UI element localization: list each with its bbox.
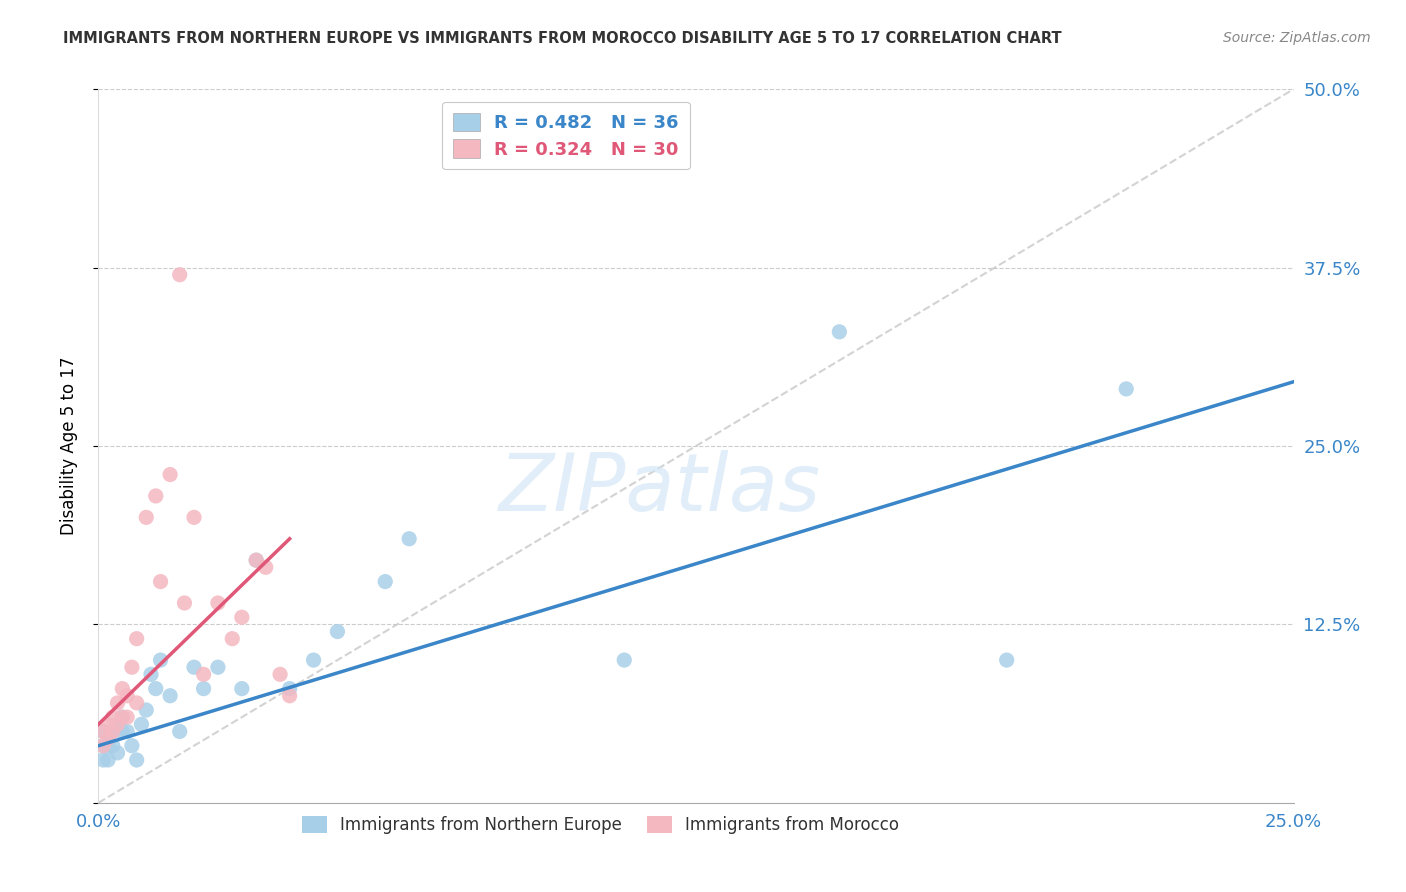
- Point: [149, 653, 172, 667]
- Point: [97, 717, 120, 731]
- Text: Source: ZipAtlas.com: Source: ZipAtlas.com: [1223, 31, 1371, 45]
- Point: [374, 574, 396, 589]
- Point: [995, 653, 1018, 667]
- Point: [107, 717, 129, 731]
- Point: [139, 667, 162, 681]
- Point: [107, 696, 129, 710]
- Point: [193, 681, 215, 696]
- Point: [302, 653, 325, 667]
- Point: [231, 610, 253, 624]
- Point: [326, 624, 349, 639]
- Point: [231, 681, 253, 696]
- Point: [125, 753, 148, 767]
- Point: [149, 574, 172, 589]
- Point: [613, 653, 636, 667]
- Point: [91, 753, 114, 767]
- Point: [121, 739, 143, 753]
- Legend: Immigrants from Northern Europe, Immigrants from Morocco: Immigrants from Northern Europe, Immigra…: [295, 809, 905, 841]
- Point: [101, 710, 124, 724]
- Point: [97, 753, 120, 767]
- Text: IMMIGRANTS FROM NORTHERN EUROPE VS IMMIGRANTS FROM MOROCCO DISABILITY AGE 5 TO 1: IMMIGRANTS FROM NORTHERN EUROPE VS IMMIG…: [63, 31, 1062, 46]
- Point: [107, 746, 129, 760]
- Point: [111, 710, 134, 724]
- Point: [101, 724, 124, 739]
- Point: [91, 739, 114, 753]
- Point: [91, 724, 114, 739]
- Point: [278, 681, 301, 696]
- Point: [183, 660, 205, 674]
- Point: [135, 703, 157, 717]
- Point: [97, 739, 120, 753]
- Point: [131, 717, 153, 731]
- Point: [135, 510, 157, 524]
- Point: [159, 467, 181, 482]
- Point: [111, 710, 134, 724]
- Point: [125, 632, 148, 646]
- Point: [145, 489, 167, 503]
- Point: [91, 724, 114, 739]
- Text: ZIPatlas: ZIPatlas: [499, 450, 821, 528]
- Point: [173, 596, 195, 610]
- Point: [828, 325, 851, 339]
- Point: [101, 724, 124, 739]
- Point: [101, 739, 124, 753]
- Point: [121, 660, 143, 674]
- Point: [183, 510, 205, 524]
- Y-axis label: Disability Age 5 to 17: Disability Age 5 to 17: [59, 357, 77, 535]
- Point: [193, 667, 215, 681]
- Point: [1115, 382, 1137, 396]
- Point: [115, 689, 138, 703]
- Point: [221, 632, 243, 646]
- Point: [91, 739, 114, 753]
- Point: [169, 268, 191, 282]
- Point: [269, 667, 291, 681]
- Point: [97, 731, 120, 746]
- Point: [169, 724, 191, 739]
- Point: [145, 681, 167, 696]
- Point: [245, 553, 267, 567]
- Point: [115, 724, 138, 739]
- Point: [398, 532, 420, 546]
- Point: [111, 724, 134, 739]
- Point: [245, 553, 267, 567]
- Point: [97, 731, 120, 746]
- Point: [207, 660, 229, 674]
- Point: [207, 596, 229, 610]
- Point: [125, 696, 148, 710]
- Point: [254, 560, 277, 574]
- Point: [278, 689, 301, 703]
- Point: [107, 717, 129, 731]
- Point: [111, 681, 134, 696]
- Point: [115, 710, 138, 724]
- Point: [159, 689, 181, 703]
